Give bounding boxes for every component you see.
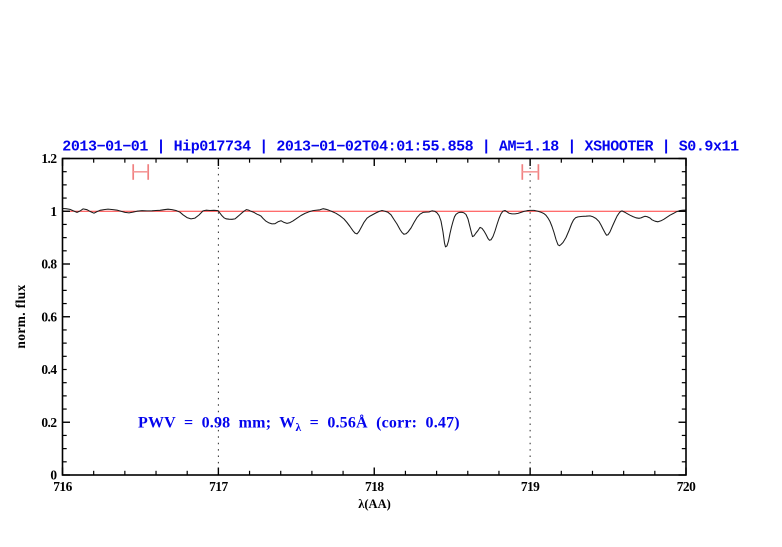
svg-text:1: 1 (50, 204, 56, 219)
svg-text:718: 718 (365, 479, 384, 494)
svg-text:0: 0 (50, 468, 57, 483)
svg-text:719: 719 (521, 479, 540, 494)
svg-text:0.8: 0.8 (41, 257, 57, 272)
svg-text:717: 717 (209, 479, 228, 494)
svg-text:λ(AA): λ(AA) (358, 497, 391, 511)
svg-text:0.6: 0.6 (41, 309, 57, 324)
svg-text:PWV = 0.98 mm; Wλ = 0.56: PWV = 0.98 mm; Wλ = 0.56Å (corr: 0.47) (138, 414, 460, 435)
svg-text:0.2: 0.2 (41, 415, 57, 430)
svg-text:2013−01−01 | Hip017734 | 2013−: 2013−01−01 | Hip017734 | 2013−01−02T04:0… (62, 139, 739, 156)
svg-text:norm. flux: norm. flux (13, 284, 28, 348)
svg-text:1.2: 1.2 (41, 151, 57, 166)
svg-text:0.4: 0.4 (41, 362, 57, 377)
svg-text:720: 720 (677, 479, 696, 494)
svg-text:716: 716 (53, 479, 72, 494)
